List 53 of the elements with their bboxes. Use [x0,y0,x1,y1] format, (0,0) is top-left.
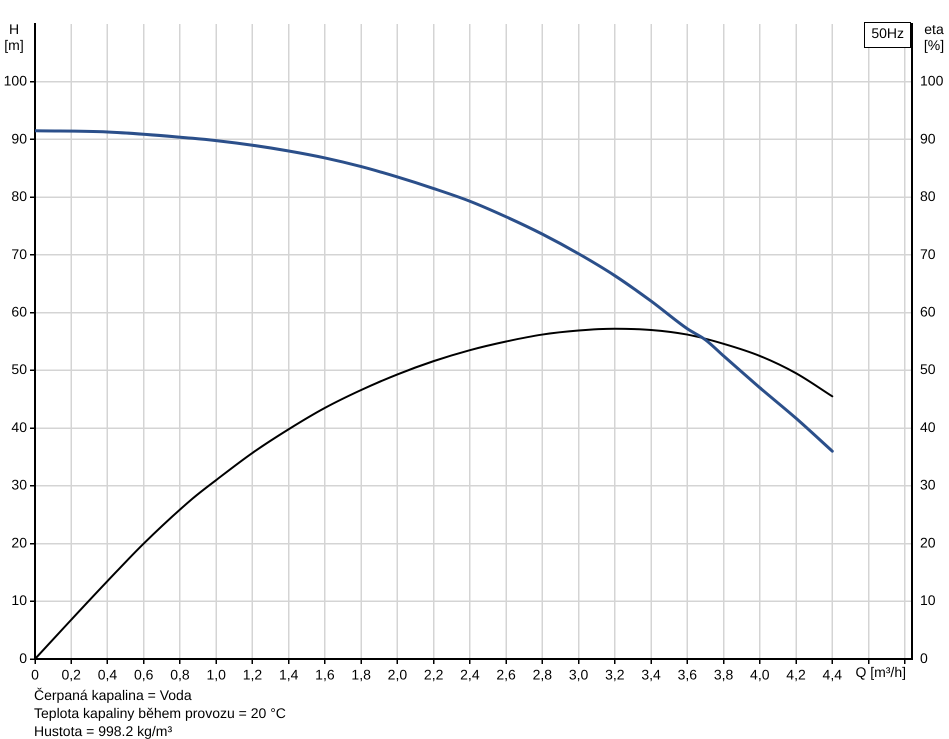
y2-tick-label: 90 [920,130,936,146]
y-tick-label: 30 [11,476,28,493]
y-tick-label: 60 [11,303,28,320]
x-tick-label: 2,6 [496,666,516,682]
y2-tick-label: 0 [920,650,928,666]
x-tick-label: 0,2 [62,666,82,682]
y-tick-label: 40 [11,418,28,435]
y-tick-label: 90 [11,130,28,146]
y2-axis-title: eta [%] [924,20,944,53]
x-tick-label: 1,4 [278,666,299,682]
x-tick-label: 3,6 [678,666,698,682]
y2-tick-label: 60 [920,303,936,320]
x-tick-label: 4,0 [750,666,770,682]
x-tick-label: 1,8 [351,666,372,682]
y2-tick-label: 40 [920,418,936,435]
y2-tick-label: 80 [920,188,936,204]
line-series [35,129,834,453]
x-tick-label: 3,4 [641,666,662,682]
y-tick-label: 100 [4,72,28,89]
x-tick-label: 4,2 [786,666,806,682]
y-tick-label: 70 [11,246,28,262]
x-tick-label: 4,4 [822,666,842,682]
x-tick-label: 0,8 [170,666,190,682]
text: Hustota = 998.2 kg/m³ [34,722,174,739]
y2-tick-label: 10 [920,592,936,608]
y2-tick-label: 30 [920,476,936,493]
x-tick-label: 2,2 [424,666,444,682]
y2-tick-label: 100 [920,72,944,89]
y2-tick-label: 20 [920,534,936,550]
y-tick-label: 80 [11,188,28,204]
y-tick-label: 0 [19,650,28,666]
x-tick-label: 3,0 [568,666,589,682]
x-tick-label: 0 [31,666,40,682]
y-tick-label: 50 [11,361,28,378]
x-tick-label: 1,6 [315,666,335,682]
chart-title: 50Hz [864,22,911,48]
x-tick-label: 1,0 [206,666,226,682]
y-axis-title: H [m] [4,20,24,53]
y-tick-label: 10 [11,592,28,608]
x-tick-label: 1,2 [242,666,262,682]
x-tick-label: 2,4 [460,666,480,682]
x-tick-label: 2,8 [532,666,552,682]
x-axis-title: Q [m³/h] [855,664,906,680]
x-tick-label: 2,0 [388,666,408,682]
x-tick-label: 0,6 [134,666,154,682]
x-tick-label: 0,4 [98,666,118,682]
x-tick-label: 3,8 [714,666,734,682]
y-tick-label: 20 [11,534,28,550]
x-tick-label: 3,2 [605,666,625,682]
y2-tick-label: 50 [920,361,936,378]
y2-tick-label: 70 [920,246,936,262]
text: Čerpaná kapalina = Voda [34,686,193,704]
text: Teplota kapaliny během provozu = 20 °C [34,704,286,722]
